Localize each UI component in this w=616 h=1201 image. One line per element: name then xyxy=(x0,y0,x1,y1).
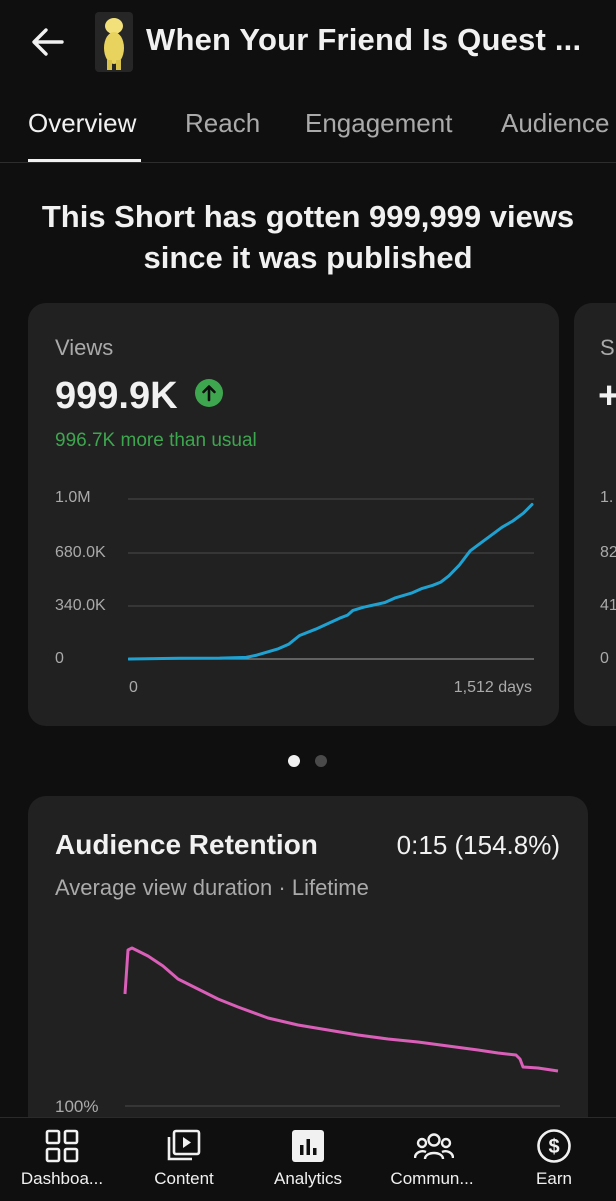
next-card-label: S xyxy=(600,335,615,360)
nav-label: Analytics xyxy=(273,1169,343,1188)
tab-reach[interactable]: Reach xyxy=(185,108,261,138)
tab-audience[interactable]: Audience xyxy=(501,108,610,138)
retention-value: 0:15 (154.8%) xyxy=(396,830,560,860)
views-line-chart xyxy=(128,498,534,661)
nav-community[interactable]: Commun... xyxy=(380,1118,484,1201)
video-title: When Your Friend Is Quest ... xyxy=(146,22,582,57)
active-tab-indicator xyxy=(28,159,141,162)
retention-title: Audience Retention xyxy=(55,829,318,860)
next-metric-card[interactable]: S + 1. 82 41 0 xyxy=(574,303,616,726)
nav-label: Commun... xyxy=(390,1169,474,1188)
summary-headline: This Short has gotten 999,999 views sinc… xyxy=(41,199,575,275)
y-tick-label: 1.0M xyxy=(55,489,91,506)
dashboard-grid-icon xyxy=(45,1129,79,1163)
nav-label: Dashboa... xyxy=(20,1169,104,1188)
nav-earn[interactable]: $ Earn xyxy=(502,1118,606,1201)
tab-engagement[interactable]: Engagement xyxy=(305,108,453,138)
y-tick-label: 82 xyxy=(600,544,616,561)
views-label: Views xyxy=(55,335,114,360)
nav-label: Earn xyxy=(536,1169,572,1188)
y-tick-label: 0 xyxy=(600,650,609,667)
back-button[interactable] xyxy=(28,24,68,60)
y-tick-label: 0 xyxy=(55,650,64,667)
arrow-left-icon xyxy=(32,28,64,56)
x-tick-label: 1,512 days xyxy=(453,679,532,696)
earn-dollar-icon: $ xyxy=(537,1129,571,1163)
y-tick-label: 340.0K xyxy=(55,597,106,614)
retention-line xyxy=(123,946,559,1073)
nav-dashboard[interactable]: Dashboa... xyxy=(10,1118,114,1201)
analytics-chart-icon xyxy=(292,1130,324,1162)
content-play-icon xyxy=(167,1129,201,1161)
pager-dot-active[interactable] xyxy=(288,755,300,767)
bottom-navigation: Dashboa... Content Analytics Commun... xyxy=(0,1117,616,1201)
nav-content[interactable]: Content xyxy=(132,1118,236,1201)
audience-retention-card[interactable]: Audience Retention 0:15 (154.8%) Average… xyxy=(28,796,588,1136)
nav-analytics[interactable]: Analytics xyxy=(256,1118,360,1201)
y-tick-label: 680.0K xyxy=(55,544,106,561)
thumbnail-image xyxy=(95,12,133,72)
views-comparison: 996.7K more than usual xyxy=(55,430,257,451)
pager-dot[interactable] xyxy=(315,755,327,767)
tab-overview[interactable]: Overview xyxy=(28,108,137,138)
nav-label: Content xyxy=(154,1169,214,1188)
video-thumbnail[interactable] xyxy=(95,12,133,72)
app-header: When Your Friend Is Quest ... xyxy=(0,0,616,86)
retention-subtitle: Average view duration · Lifetime xyxy=(55,875,369,900)
retention-y-label: 100% xyxy=(55,1097,99,1116)
x-tick-label: 0 xyxy=(129,679,138,696)
analytics-tabs: Overview Reach Engagement Audience xyxy=(0,96,616,163)
views-series-line xyxy=(128,503,534,661)
views-value: 999.9K xyxy=(55,375,178,417)
views-card[interactable]: Views 999.9K 996.7K more than usual 1.0M… xyxy=(28,303,559,726)
community-people-icon xyxy=(414,1133,454,1160)
y-tick-label: 1. xyxy=(600,489,614,506)
y-tick-label: 41 xyxy=(600,597,616,614)
arrow-up-circle-icon xyxy=(195,379,223,407)
retention-chart xyxy=(123,946,560,1107)
next-card-value: + xyxy=(598,375,616,417)
svg-text:$: $ xyxy=(548,1136,559,1158)
